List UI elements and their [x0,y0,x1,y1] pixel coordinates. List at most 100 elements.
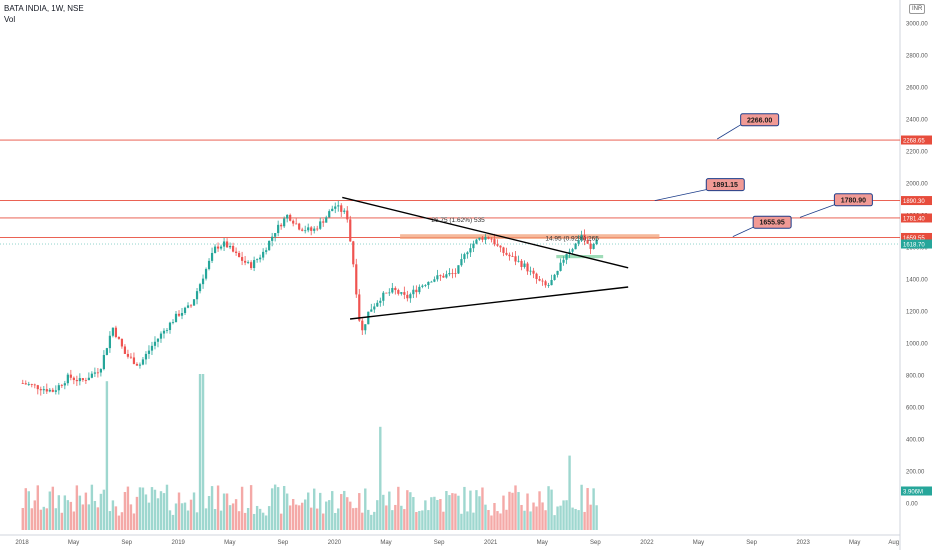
volume-bar[interactable] [400,505,403,530]
volume-bar[interactable] [556,506,559,530]
candle-body[interactable] [592,244,595,249]
volume-bar[interactable] [511,492,514,530]
volume-bar[interactable] [198,374,202,530]
candle-body[interactable] [268,240,271,251]
candle-body[interactable] [427,281,430,286]
volume-bar[interactable] [186,510,190,530]
candle-body[interactable] [259,257,262,260]
volume-bar[interactable] [123,492,127,530]
volume-bar[interactable] [526,493,529,530]
candle-body[interactable] [556,270,559,275]
candle-body[interactable] [418,286,421,293]
volume-bar[interactable] [478,496,481,530]
volume-bar[interactable] [562,500,565,530]
volume-bar[interactable] [496,511,499,530]
candle-body[interactable] [433,279,436,282]
volume-bar[interactable] [147,502,151,530]
candle-body[interactable] [559,262,562,271]
candle-body[interactable] [313,228,316,231]
candle-body[interactable] [565,254,568,260]
candle-body[interactable] [162,330,166,334]
candle-body[interactable] [222,241,226,247]
candle-body[interactable] [334,206,337,209]
candle-body[interactable] [514,256,517,262]
candle-body[interactable] [574,243,577,250]
candle-body[interactable] [355,264,358,295]
volume-bar[interactable] [120,512,124,530]
candle-body[interactable] [400,292,403,294]
volume-bar[interactable] [51,486,55,530]
candle-body[interactable] [129,356,133,358]
candle-body[interactable] [310,227,313,231]
volume-bar[interactable] [60,512,64,530]
volume-bar[interactable] [547,486,550,530]
candle-body[interactable] [580,234,583,241]
candle-body[interactable] [262,251,265,258]
volume-bar[interactable] [484,504,487,530]
candle-body[interactable] [586,239,589,244]
candle-body[interactable] [51,389,54,392]
candle-body[interactable] [219,246,223,249]
candle-body[interactable] [265,250,268,252]
candle-body[interactable] [108,335,112,349]
volume-bar[interactable] [135,496,139,530]
candle-body[interactable] [505,252,508,255]
candle-body[interactable] [237,252,241,258]
candle-body[interactable] [364,324,367,331]
volume-bar[interactable] [54,508,58,530]
candle-body[interactable] [111,327,115,336]
volume-bar[interactable] [84,492,88,530]
volume-bar[interactable] [367,509,370,530]
candle-body[interactable] [99,369,102,373]
candle-body[interactable] [490,238,493,240]
volume-bar[interactable] [258,508,262,530]
volume-bar[interactable] [361,512,364,530]
volume-bar[interactable] [436,499,439,530]
volume-bar[interactable] [42,506,46,530]
volume-bar[interactable] [592,488,595,530]
candle-body[interactable] [373,306,376,310]
candle-body[interactable] [379,300,382,303]
volume-bar[interactable] [267,506,271,530]
candle-body[interactable] [210,252,214,261]
candle-body[interactable] [228,245,232,248]
volume-bar[interactable] [499,513,502,530]
candle-body[interactable] [385,292,388,294]
candle-body[interactable] [451,273,454,274]
candle-body[interactable] [168,322,172,331]
candle-body[interactable] [171,322,175,323]
volume-bar[interactable] [216,485,220,530]
candle-body[interactable] [301,229,304,231]
volume-bar[interactable] [306,492,310,530]
volume-bar[interactable] [442,511,445,530]
candle-body[interactable] [457,265,460,274]
volume-bar[interactable] [90,484,94,530]
volume-bar[interactable] [63,495,67,530]
volume-bar[interactable] [403,509,406,530]
candle-body[interactable] [87,377,90,381]
candle-body[interactable] [39,389,42,391]
candle-body[interactable] [135,363,139,366]
volume-bar[interactable] [171,514,175,530]
volume-bar[interactable] [487,510,490,530]
volume-bar[interactable] [397,486,400,530]
candle-body[interactable] [577,240,580,244]
volume-bar[interactable] [322,513,325,530]
volume-bar[interactable] [385,505,388,530]
candle-body[interactable] [295,223,298,225]
volume-bar[interactable] [33,500,36,530]
trendline[interactable] [349,286,629,320]
candle-body[interactable] [526,263,529,272]
volume-bar[interactable] [379,426,382,530]
volume-bar[interactable] [273,484,277,530]
volume-bar[interactable] [81,504,85,530]
candle-body[interactable] [340,205,343,212]
volume-bar[interactable] [463,486,466,530]
candle-body[interactable] [63,383,66,386]
volume-bar[interactable] [583,511,586,530]
callout-box[interactable] [833,193,873,207]
volume-bar[interactable] [355,507,358,530]
candle-body[interactable] [250,262,253,269]
candle-body[interactable] [499,245,502,248]
volume-bar[interactable] [162,493,166,530]
